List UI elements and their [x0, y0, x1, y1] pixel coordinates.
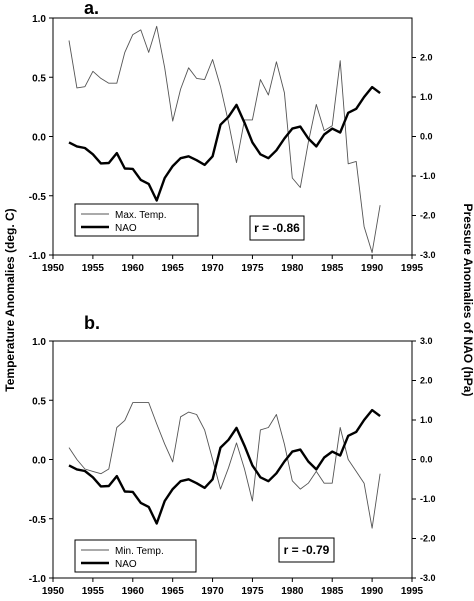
- legend-box: [74, 539, 197, 573]
- panel-a: a. 1950 1955 1960 1965 1970 1975 1980 1985 1990 19…: [29, 0, 436, 274]
- left-tick-label: 1.0: [32, 337, 46, 348]
- left-tick-label: -0.5: [29, 192, 47, 203]
- x-tick-label: 1990: [361, 263, 384, 274]
- left-tick-label: -1.0: [29, 574, 47, 585]
- nao-series-line: [68, 408, 381, 525]
- x-tick-label: 1965: [162, 586, 185, 597]
- temperature-series-line: [68, 25, 381, 254]
- x-tick-label: 1980: [281, 263, 304, 274]
- right-tick-label: 2.0: [420, 53, 433, 63]
- x-tick-label: 1960: [122, 586, 145, 597]
- right-tick-label: 3.0: [420, 336, 433, 346]
- right-tick-label: -2.0: [420, 534, 436, 544]
- legend-box: [74, 203, 199, 237]
- temperature-series-line: [68, 402, 381, 529]
- panel-letter: a.: [84, 0, 99, 18]
- x-tick-label: 1955: [82, 263, 105, 274]
- right-tick-label: -3.0: [420, 573, 436, 583]
- x-tick-label: 1950: [42, 586, 65, 597]
- x-tick-label: 1990: [361, 586, 384, 597]
- panel-letter: b.: [84, 313, 100, 333]
- correlation-box: [278, 537, 335, 563]
- x-tick-label: 1980: [281, 586, 304, 597]
- nao-series-line: [68, 85, 381, 202]
- x-tick-label: 1970: [201, 263, 224, 274]
- right-tick-label: -2.0: [420, 211, 436, 221]
- left-tick-label: 0.5: [32, 73, 46, 84]
- x-tick-label: 1995: [401, 263, 424, 274]
- right-tick-label: -1.0: [420, 494, 436, 504]
- left-tick-label: 0.5: [32, 396, 46, 407]
- x-tick-label: 1985: [321, 586, 344, 597]
- correlation-box: [249, 215, 305, 241]
- legend-label: Min. Temp.: [115, 546, 164, 557]
- x-tick-label: 1970: [201, 586, 224, 597]
- right-tick-label: 0.0: [420, 132, 433, 142]
- right-tick-label: -3.0: [420, 250, 436, 260]
- legend-label: Max. Temp.: [115, 210, 167, 221]
- left-tick-label: -1.0: [29, 251, 47, 262]
- panel-b: b. 1950 1955 1960 1965 1970 1975 1980 1985 1990 19…: [29, 313, 436, 597]
- x-tick-label: 1985: [321, 263, 344, 274]
- correlation-annotation: r = -0.86: [254, 221, 300, 235]
- correlation-annotation: r = -0.79: [284, 543, 330, 557]
- right-tick-label: -1.0: [420, 171, 436, 181]
- x-tick-label: 1960: [122, 263, 145, 274]
- left-axis-label: Temperature Anomalies (deg. C): [3, 208, 17, 391]
- left-tick-label: 0.0: [32, 456, 46, 467]
- right-tick-label: 1.0: [420, 415, 433, 425]
- x-tick-label: 1995: [401, 586, 424, 597]
- right-tick-label: 2.0: [420, 376, 433, 386]
- right-tick-label: 0.0: [420, 455, 433, 465]
- left-tick-label: 1.0: [32, 14, 46, 25]
- right-tick-label: 1.0: [420, 92, 433, 102]
- left-tick-label: 0.0: [32, 133, 46, 144]
- x-tick-label: 1950: [42, 263, 65, 274]
- right-axis-label: Pressure Anomalies of NAO (hPa): [461, 204, 474, 397]
- x-tick-label: 1975: [241, 263, 264, 274]
- left-tick-label: -0.5: [29, 515, 47, 526]
- legend-label: NAO: [115, 223, 137, 234]
- x-tick-label: 1975: [241, 586, 264, 597]
- x-tick-label: 1955: [82, 586, 105, 597]
- legend-label: NAO: [115, 559, 137, 570]
- x-tick-label: 1965: [162, 263, 185, 274]
